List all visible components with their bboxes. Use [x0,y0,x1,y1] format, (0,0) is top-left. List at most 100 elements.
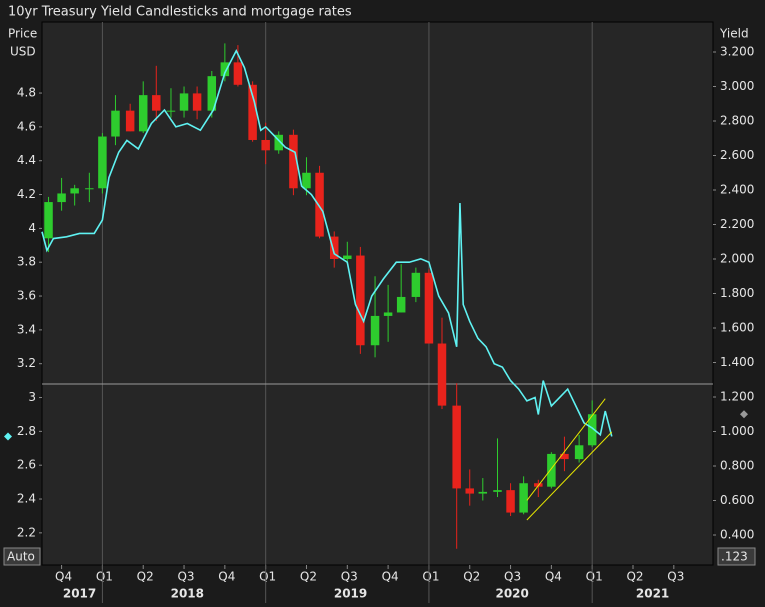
auto-label[interactable]: Auto [7,550,35,564]
y2-tick-label: 1.600 [720,320,754,334]
candle-body [519,483,528,513]
x-tick-label: Q2 [300,570,317,584]
x-tick-label: Q4 [382,570,399,584]
candle-body [57,193,66,203]
year-label: 2018 [171,587,204,601]
x-tick-label: Q4 [545,570,562,584]
x-tick-label: Q1 [422,570,439,584]
candle-body [329,236,339,260]
x-tick-label: Q2 [626,570,643,584]
candle-body [465,488,474,494]
y2-tick-label: 1.200 [720,389,754,403]
candle-body [261,139,270,151]
y-tick-label: 4.8 [17,86,36,100]
y2-tick-label: 1.000 [720,424,754,438]
candle-body [506,490,515,513]
y-tick-label: 3.4 [17,322,36,336]
candle-body [493,490,502,492]
y-tick-label: 4.6 [17,119,36,133]
chart-title: 10yr Treasury Yield Candlesticks and mor… [8,5,352,20]
candle-body [166,110,176,112]
plot-area [41,21,714,566]
candle-body [396,296,406,313]
precision-label[interactable]: .123 [721,550,748,564]
y2-tick-label: 1.800 [720,286,754,300]
y-tick-label: 2.2 [17,525,36,539]
x-tick-label: Q3 [504,570,521,584]
y-tick-label: 2.6 [17,458,36,472]
last-value-marker [4,432,12,441]
y2-tick-label: 2.000 [720,252,754,266]
candle-body [452,405,461,489]
y2-tick-label: 2.400 [720,183,754,197]
candle-body [302,172,311,189]
y-tick-label: 3.6 [17,289,36,303]
y2-tick-label: 3.200 [720,45,754,59]
candle-body [111,110,120,137]
y2-tick-label: 0.600 [720,493,754,507]
y-tick-label: 3.2 [17,356,36,370]
x-tick-label: Q1 [586,570,603,584]
channel-line [526,431,613,521]
candle-body [574,445,584,460]
candle-body [248,84,257,140]
x-tick-label: Q4 [218,570,235,584]
channel-line [526,398,606,501]
candle-body [411,272,421,297]
candle-body [343,255,352,260]
x-tick-label: Q1 [259,570,276,584]
y-tick-label: 2.8 [17,424,36,438]
y-axis-label: USD [10,45,36,59]
candle-body [70,188,79,194]
candle-body [98,136,107,189]
y2-axis-label: Yield [719,27,749,41]
y2-tick-label: 2.800 [720,114,754,128]
x-tick-label: Q3 [177,570,194,584]
candle-body [125,110,135,132]
auto-button[interactable] [3,547,41,566]
year-label: 2020 [495,587,528,601]
x-tick-label: Q3 [667,570,684,584]
candle-body [437,343,447,406]
y-tick-label: 3.8 [17,255,36,269]
candle-body [383,312,393,316]
candle-body [44,202,53,239]
y2-tick-label: 2.200 [720,217,754,231]
candle-body [207,76,217,111]
y2-tick-label: 1.400 [720,355,754,369]
y-tick-label: 2.4 [17,492,36,506]
candle-body [220,62,230,77]
candle-body [370,315,380,346]
y-axis-label: Price [8,27,37,41]
candle-body [152,95,161,111]
precision-button[interactable] [717,547,756,566]
candle-body [587,414,597,446]
y-tick-label: 3 [28,390,36,404]
y2-tick-label: 2.600 [720,148,754,162]
candle-body [274,134,283,151]
candle-body [547,453,556,487]
candle-body [560,453,569,460]
candle-body [478,491,488,494]
y2-tick-label: 3.000 [720,79,754,93]
y-tick-label: 4 [28,221,36,235]
x-tick-label: Q4 [55,570,72,584]
candle-body [138,95,148,132]
x-tick-label: Q1 [96,570,113,584]
y-tick-label: 4.4 [17,153,36,167]
x-tick-label: Q2 [463,570,480,584]
candle-body [179,93,189,111]
y2-tick-label: 0.400 [720,527,754,541]
candle-body [424,272,434,344]
last-value-marker [740,410,748,419]
candle-body [356,255,365,346]
year-label: 2019 [334,587,367,601]
y2-tick-label: 0.800 [720,458,754,472]
candle-body [85,188,94,190]
x-tick-label: Q3 [341,570,358,584]
candle-body [192,93,202,111]
candle-body [315,172,324,237]
year-label: 2021 [636,587,669,601]
